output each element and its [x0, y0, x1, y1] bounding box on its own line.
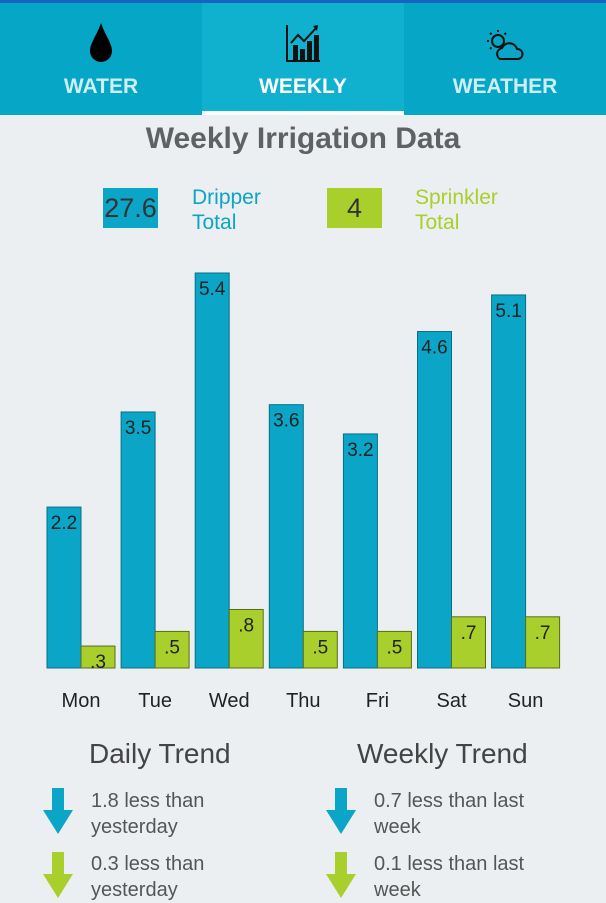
dripper-bar-wed — [194, 272, 230, 669]
dripper-total-label: Dripper Total — [192, 185, 261, 235]
x-tick-label: Sat — [436, 690, 466, 712]
dripper-value-label: 3.6 — [273, 411, 299, 432]
sprinkler-bar-mon — [80, 645, 116, 669]
trend-line1: 0.1 less than last — [374, 853, 525, 875]
dripper-value-label: 3.5 — [125, 418, 151, 439]
sun-cloud-icon — [475, 3, 535, 63]
x-tick-label: Wed — [209, 690, 250, 712]
trend-line1: 0.7 less than last — [374, 790, 525, 812]
water-drop-icon — [71, 3, 131, 63]
trend-line1: 0.3 less than — [91, 853, 205, 875]
trend-line2: week — [374, 879, 421, 901]
tab-weather[interactable]: WEATHER — [404, 3, 606, 115]
dripper-bar-fri — [342, 433, 378, 669]
x-tick-label: Sun — [508, 690, 544, 712]
dripper-value-label: 5.4 — [199, 279, 226, 300]
dripper-value-label: 2.2 — [51, 513, 77, 534]
daily-trend-dripper: 1.8 less than yesterday — [91, 788, 291, 840]
dripper-label-line1: Dripper — [192, 186, 261, 209]
tab-bar: WATER WEEKLY WEATHER — [0, 3, 606, 115]
status-bar-line — [0, 0, 606, 3]
sprinkler-value-label: .5 — [386, 637, 402, 658]
daily-trend-sprinkler: 0.3 less than yesterday — [91, 851, 291, 903]
daily-trend-title: Daily Trend — [89, 738, 231, 769]
sprinkler-label-line2: Total — [415, 211, 460, 234]
sprinkler-value-label: .3 — [90, 652, 106, 673]
arrow-down-sprinkler-icon — [326, 852, 356, 898]
x-tick-label: Thu — [286, 690, 320, 712]
sprinkler-bar-fri — [376, 630, 412, 669]
sprinkler-value-label: .7 — [535, 623, 551, 644]
trend-line1: 1.8 less than — [91, 790, 205, 812]
x-tick-label: Fri — [366, 690, 389, 712]
weekly-trend-sprinkler: 0.1 less than last week — [374, 851, 574, 903]
sprinkler-bar-wed — [228, 608, 264, 669]
tab-label: WATER — [63, 75, 139, 98]
weekly-bar-chart: 2.2 .3 Mon 3.5 .5 Tue 5.4 .8 Wed 3.6 .5 Thu 3.2 .5 Fri… — [46, 272, 561, 712]
dripper-bar-thu — [268, 404, 304, 669]
sprinkler-value-label: .5 — [164, 637, 180, 658]
sprinkler-bar-sat — [451, 616, 486, 669]
sprinkler-bar-thu — [302, 630, 338, 669]
sprinkler-value-label: .7 — [461, 623, 477, 644]
arrow-down-sprinkler-icon — [43, 852, 73, 898]
x-tick-label: Tue — [138, 690, 172, 712]
sprinkler-total-value: 4 — [327, 188, 382, 228]
arrow-down-dripper-icon — [326, 788, 356, 834]
dripper-bar-mon — [46, 506, 82, 669]
tab-label: WEATHER — [452, 75, 558, 98]
sprinkler-total-label: Sprinkler Total — [415, 185, 498, 235]
sprinkler-value-label: .5 — [312, 637, 328, 658]
tab-water[interactable]: WATER — [0, 3, 202, 115]
page-title: Weekly Irrigation Data — [145, 122, 461, 155]
bar-chart-trend-icon — [273, 3, 333, 63]
dripper-bar-sun — [491, 294, 527, 669]
dripper-bar-tue — [120, 411, 156, 669]
weekly-trend-dripper: 0.7 less than last week — [374, 788, 574, 840]
sprinkler-bar-sun — [525, 616, 561, 669]
sprinkler-value-label: .8 — [238, 615, 254, 636]
dripper-value-label: 5.1 — [495, 301, 521, 322]
sprinkler-bar-tue — [154, 630, 190, 669]
tab-label: WEEKLY — [259, 75, 347, 98]
dripper-label-line2: Total — [192, 211, 237, 234]
arrow-down-dripper-icon — [43, 788, 73, 834]
x-tick-label: Mon — [62, 690, 101, 712]
trend-line2: week — [374, 816, 421, 838]
dripper-total-value: 27.6 — [103, 188, 158, 228]
sprinkler-label-line1: Sprinkler — [415, 186, 498, 209]
weekly-trend-title: Weekly Trend — [357, 738, 528, 769]
trend-line2: yesterday — [91, 816, 178, 838]
trend-line2: yesterday — [91, 879, 178, 901]
dripper-value-label: 4.6 — [421, 338, 447, 359]
dripper-bar-sat — [417, 331, 452, 669]
dripper-value-label: 3.2 — [347, 440, 373, 461]
tab-weekly[interactable]: WEEKLY — [202, 3, 404, 115]
